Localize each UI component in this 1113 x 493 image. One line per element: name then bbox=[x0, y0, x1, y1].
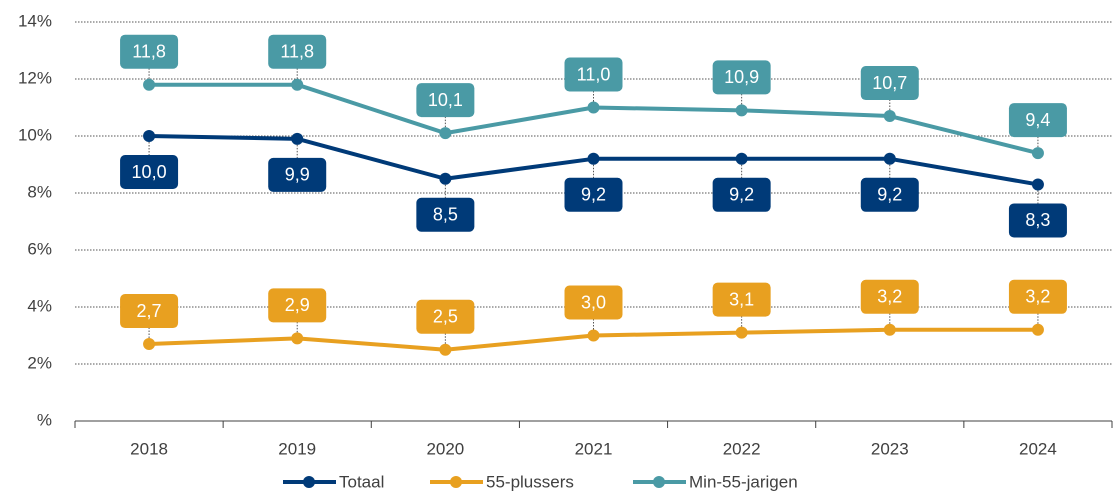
y-tick-label: 6% bbox=[27, 239, 52, 258]
value-label-box bbox=[564, 177, 623, 212]
value-label: 10,7 bbox=[872, 73, 907, 93]
marker bbox=[291, 332, 304, 345]
marker bbox=[735, 104, 748, 117]
y-tick-label: % bbox=[37, 410, 52, 429]
value-label-box bbox=[120, 294, 179, 329]
marker bbox=[735, 152, 748, 165]
marker bbox=[883, 323, 896, 336]
marker bbox=[587, 329, 600, 342]
value-label-box bbox=[1008, 279, 1067, 314]
marker bbox=[883, 110, 896, 123]
value-label: 3,1 bbox=[729, 289, 754, 309]
legend-marker bbox=[653, 476, 665, 488]
value-label: 3,0 bbox=[581, 292, 606, 312]
value-label: 9,2 bbox=[877, 185, 902, 205]
marker bbox=[439, 172, 452, 185]
x-tick-label: 2020 bbox=[426, 439, 464, 458]
marker bbox=[883, 152, 896, 165]
legend-label: 55-plussers bbox=[486, 472, 574, 491]
value-label-box bbox=[268, 157, 327, 192]
marker bbox=[291, 132, 304, 145]
marker bbox=[143, 338, 156, 351]
value-label-box bbox=[564, 57, 623, 92]
value-label: 10,1 bbox=[428, 90, 463, 110]
value-label-box bbox=[860, 279, 919, 314]
legend-label: Min-55-jarigen bbox=[689, 472, 798, 491]
value-label: 2,5 bbox=[433, 307, 458, 327]
value-label-box bbox=[268, 288, 327, 323]
value-label-box bbox=[416, 197, 475, 232]
y-tick-label: 2% bbox=[27, 353, 52, 372]
legend-marker bbox=[303, 476, 315, 488]
marker bbox=[143, 130, 156, 142]
value-label-box bbox=[416, 83, 475, 118]
value-label: 3,2 bbox=[877, 287, 902, 307]
value-label-box bbox=[416, 299, 475, 334]
x-tick-label: 2022 bbox=[723, 439, 761, 458]
value-label-box bbox=[268, 34, 327, 69]
value-label: 11,8 bbox=[132, 41, 166, 61]
x-tick-label: 2019 bbox=[278, 439, 316, 458]
value-label-box bbox=[712, 60, 771, 95]
value-label-box bbox=[712, 282, 771, 317]
marker bbox=[735, 326, 748, 339]
value-label: 2,7 bbox=[137, 301, 162, 321]
value-label-box bbox=[860, 177, 919, 212]
value-label-box bbox=[120, 155, 179, 189]
y-tick-label: 14% bbox=[18, 11, 52, 30]
value-label: 8,3 bbox=[1025, 210, 1050, 230]
value-label: 10,0 bbox=[132, 162, 167, 182]
y-tick-label: 10% bbox=[18, 125, 52, 144]
value-label: 9,9 bbox=[285, 165, 310, 185]
marker bbox=[1031, 147, 1044, 160]
value-label-box bbox=[860, 66, 919, 101]
value-label-box bbox=[564, 285, 623, 320]
value-label-box bbox=[712, 177, 771, 212]
marker bbox=[291, 78, 304, 91]
y-tick-label: 12% bbox=[18, 68, 52, 87]
value-label: 11,8 bbox=[280, 41, 314, 61]
value-label-box bbox=[120, 34, 179, 69]
marker bbox=[1031, 323, 1044, 336]
x-tick-label: 2024 bbox=[1019, 439, 1057, 458]
legend-marker bbox=[450, 476, 462, 488]
marker bbox=[587, 101, 600, 114]
value-label: 9,2 bbox=[581, 185, 606, 205]
x-tick-label: 2023 bbox=[871, 439, 909, 458]
value-label-box bbox=[1008, 103, 1067, 138]
value-label: 3,2 bbox=[1025, 287, 1050, 307]
value-label: 10,9 bbox=[724, 67, 759, 87]
marker bbox=[143, 78, 156, 91]
x-tick-label: 2021 bbox=[575, 439, 613, 458]
value-label: 9,4 bbox=[1025, 110, 1050, 130]
value-label: 9,2 bbox=[729, 185, 754, 205]
y-tick-label: 4% bbox=[27, 296, 52, 315]
legend-label: Totaal bbox=[339, 472, 384, 491]
marker bbox=[1031, 178, 1044, 191]
marker bbox=[587, 152, 600, 165]
value-label-box bbox=[1008, 203, 1067, 238]
y-tick-label: 8% bbox=[27, 182, 52, 201]
marker bbox=[439, 343, 452, 356]
value-label: 8,5 bbox=[433, 205, 458, 225]
value-label: 11,0 bbox=[577, 64, 611, 84]
x-tick-label: 2018 bbox=[130, 439, 168, 458]
marker bbox=[439, 127, 452, 140]
value-label: 2,9 bbox=[285, 295, 310, 315]
